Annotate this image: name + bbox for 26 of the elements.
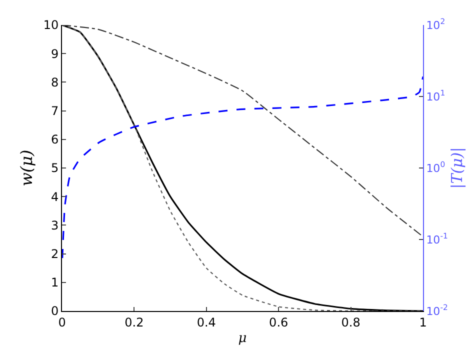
y-tick-label: 5 bbox=[50, 161, 59, 176]
y2-tick-label: 10$^{0}$ bbox=[426, 160, 446, 175]
y2-tick-label: 10$^{1}$ bbox=[426, 88, 446, 104]
y2-tick-label: 10$^{2}$ bbox=[426, 17, 446, 32]
y-tick-label: 4 bbox=[50, 190, 59, 204]
y2-axis-title: |T(μ)| bbox=[448, 147, 466, 189]
y-tick-label: 1 bbox=[50, 276, 59, 290]
y-tick-label: 6 bbox=[50, 132, 59, 147]
x-tick-label: 0.4 bbox=[196, 315, 216, 330]
y-tick-label: 0 bbox=[50, 304, 59, 318]
y-axis-title: w(μ) bbox=[17, 150, 36, 186]
x-axis-title: μ bbox=[238, 331, 247, 346]
y-tick-label: 7 bbox=[50, 104, 59, 118]
x-tick-label: 0.2 bbox=[124, 315, 144, 330]
y-tick-label: 10 bbox=[43, 18, 59, 32]
y-tick-label: 9 bbox=[50, 46, 59, 61]
y-tick-label: 8 bbox=[50, 75, 59, 90]
line-series bbox=[62, 76, 423, 259]
x-tick-label: 0.8 bbox=[341, 315, 360, 330]
y-tick-label: 3 bbox=[50, 218, 59, 232]
y2-tick-label: 10$^{-1}$ bbox=[426, 232, 448, 246]
x-tick-label: 1 bbox=[419, 315, 427, 330]
y-tick-label: 2 bbox=[50, 247, 59, 261]
x-tick-label: 0.6 bbox=[269, 315, 288, 330]
y2-tick-label: 10$^{-2}$ bbox=[426, 303, 448, 318]
line-series bbox=[62, 25, 423, 238]
